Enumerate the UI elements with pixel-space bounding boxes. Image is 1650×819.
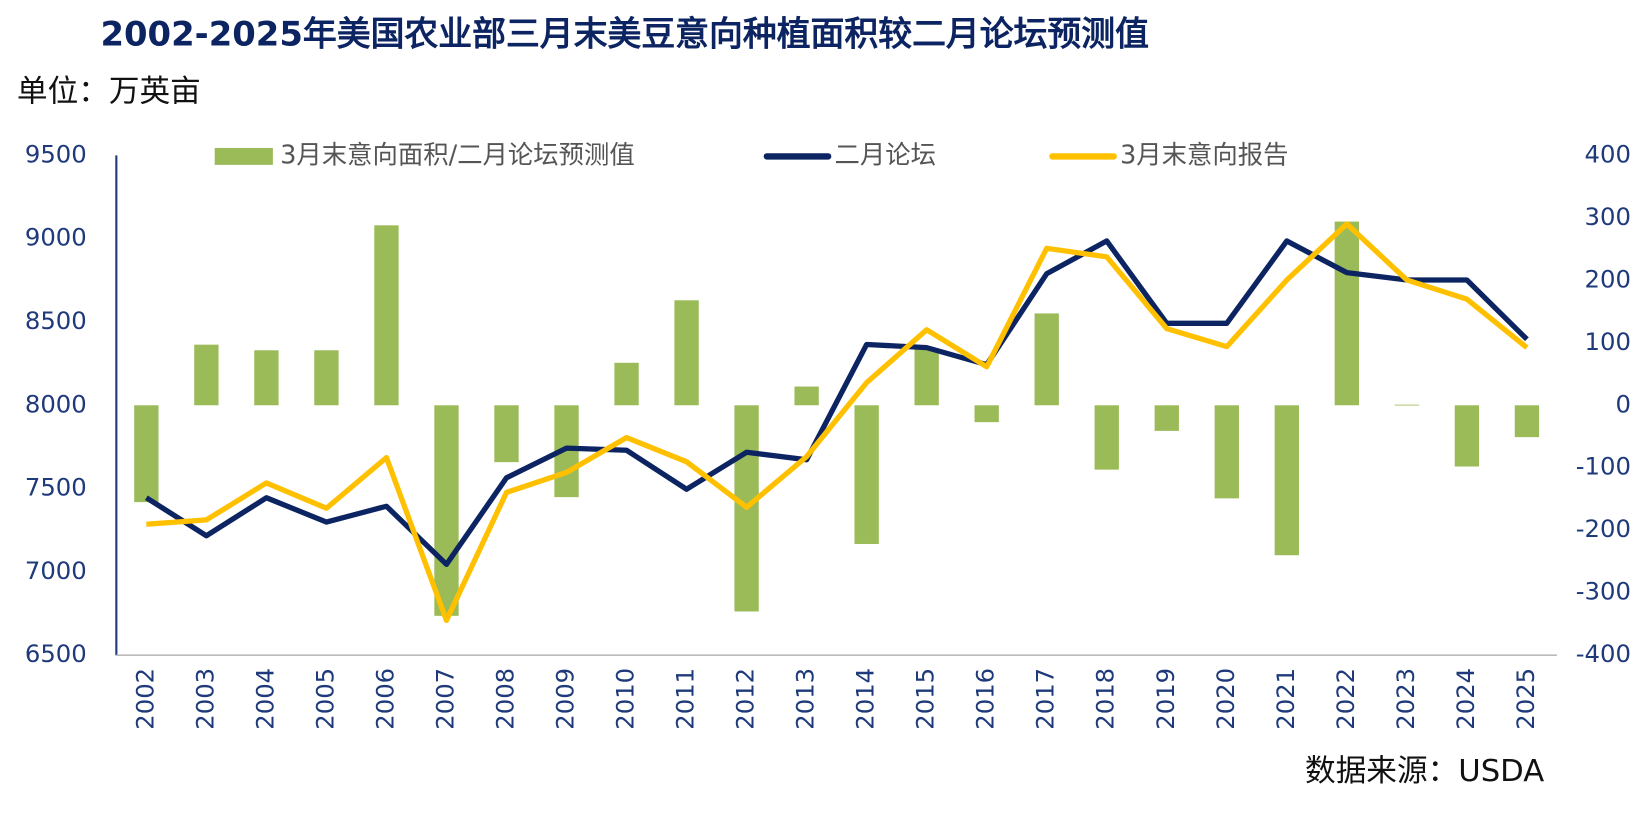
bar [1514,405,1540,438]
bar [1394,404,1420,406]
x-tick-label: 2015 [911,668,940,730]
x-tick-label: 2020 [1211,668,1240,730]
legend-label: 二月论坛 [835,139,936,169]
legend-label: 3月末意向报告 [1120,139,1288,169]
x-tick-label: 2016 [971,668,1000,730]
x-tick-label: 2014 [851,668,880,730]
legend-label: 3月末意向面积/二月论坛预测值 [280,139,635,169]
y-tick-label: 9500 [25,139,87,168]
bar [314,350,339,406]
x-tick-label: 2012 [731,668,760,730]
bar [614,362,639,406]
y-tick-label: 8500 [25,306,87,335]
x-tick-label: 2021 [1271,668,1300,730]
bar [374,225,399,406]
bar [254,350,279,406]
bar [974,405,999,423]
bar [674,300,699,406]
bar [794,386,819,406]
x-tick-label: 2004 [250,668,279,730]
x-tick-label: 2011 [671,668,700,730]
x-tick-label: 2003 [190,668,219,730]
line-series [146,221,1529,624]
x-tick-label: 2006 [370,668,399,730]
x-tick-label: 2019 [1151,668,1180,730]
line-series [144,238,1529,568]
y2-tick-label: 200 [1585,264,1631,293]
bar [194,344,219,406]
y2-tick-label: -300 [1576,577,1631,606]
bar [1094,405,1119,470]
bar [134,405,159,503]
x-tick-label: 2023 [1391,668,1420,730]
legend-swatch [214,147,273,165]
y-tick-label: 9000 [25,223,87,252]
x-tick-label: 2018 [1091,668,1120,730]
x-tick-label: 2024 [1451,668,1480,730]
y2-tick-label: -100 [1576,452,1631,481]
y-tick-label: 6500 [25,639,87,668]
x-tick-label: 2005 [310,668,339,730]
bar [914,349,939,406]
x-tick-label: 2007 [430,668,459,730]
chart-title: 2002-2025年美国农业部三月末美豆意向种植面积较二月论坛预测值 [100,14,1149,53]
x-tick-label: 2002 [130,668,159,730]
y2-tick-label: 100 [1585,327,1631,356]
unit-label: 单位：万英亩 [17,75,201,110]
bar [1274,405,1299,556]
y2-tick-label: -400 [1576,639,1631,668]
bar [1154,405,1179,431]
x-tick-label: 2025 [1511,668,1540,730]
x-tick-label: 2017 [1031,668,1060,730]
y-tick-label: 7000 [25,556,87,585]
x-tick-label: 2009 [551,668,580,730]
x-tick-label: 2013 [791,668,820,730]
y-tick-label: 7500 [25,473,87,502]
bar [1034,313,1059,406]
bar [854,405,879,544]
y-tick-label: 8000 [25,389,87,418]
x-tick-label: 2022 [1331,668,1360,730]
source-label: 数据来源：USDA [1305,754,1544,789]
y2-tick-label: 300 [1585,202,1631,231]
x-tick-label: 2010 [611,668,640,730]
y2-tick-label: 400 [1585,139,1631,168]
y2-tick-label: -200 [1576,514,1631,543]
bar [1214,405,1239,499]
bar [1334,221,1360,406]
bar [1454,405,1480,467]
x-tick-label: 2008 [490,668,519,730]
y2-tick-label: 0 [1615,389,1630,418]
bar [434,405,459,616]
bar [494,405,519,463]
